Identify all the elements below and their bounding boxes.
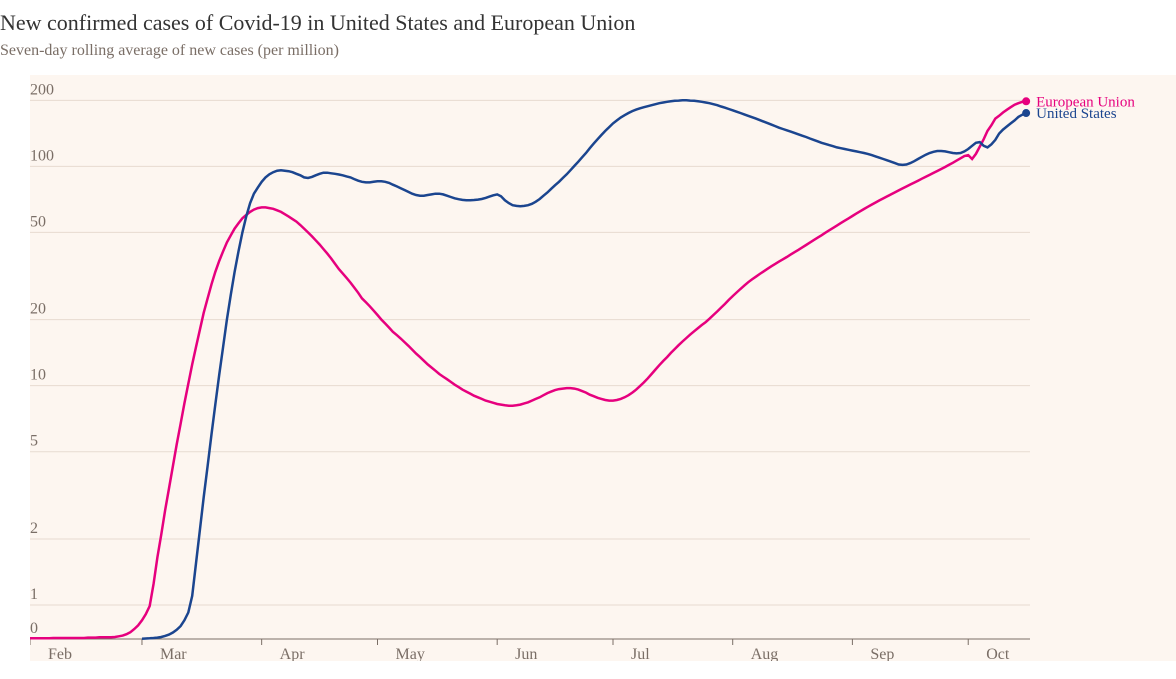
y-tick-label: 5: [30, 433, 38, 450]
y-tick-label: 200: [30, 81, 54, 98]
x-tick-label: Mar: [160, 646, 187, 661]
y-tick-label: 1: [30, 586, 38, 603]
x-tick-label: Oct: [986, 646, 1010, 661]
x-tick-label: May: [395, 646, 424, 661]
series-end-marker: [1022, 97, 1030, 105]
x-tick-label: Sep: [870, 646, 894, 661]
y-tick-label: 100: [30, 147, 54, 164]
x-tick-label: Aug: [751, 646, 779, 661]
x-tick-label: Apr: [280, 646, 306, 661]
chart-plot: 0 1 2 5 10 20 50 100 200 Feb Mar Apr May Jun Jul Aug Sep…: [30, 75, 1176, 661]
y-tick-label: 20: [30, 301, 46, 318]
y-tick-label: 10: [30, 367, 46, 384]
y-tick-label: 2: [30, 520, 38, 537]
y-tick-label: 0: [30, 620, 38, 637]
x-tick-label: Feb: [48, 646, 72, 661]
y-tick-label: 50: [30, 213, 46, 230]
series-label-united-states: United States: [1036, 106, 1117, 122]
x-tick-label: Jul: [631, 646, 650, 661]
series-end-marker: [1022, 109, 1030, 117]
chart-title: New confirmed cases of Covid-19 in Unite…: [0, 10, 635, 36]
x-tick-label: Jun: [515, 646, 537, 661]
chart-subtitle: Seven-day rolling average of new cases (…: [0, 42, 339, 60]
